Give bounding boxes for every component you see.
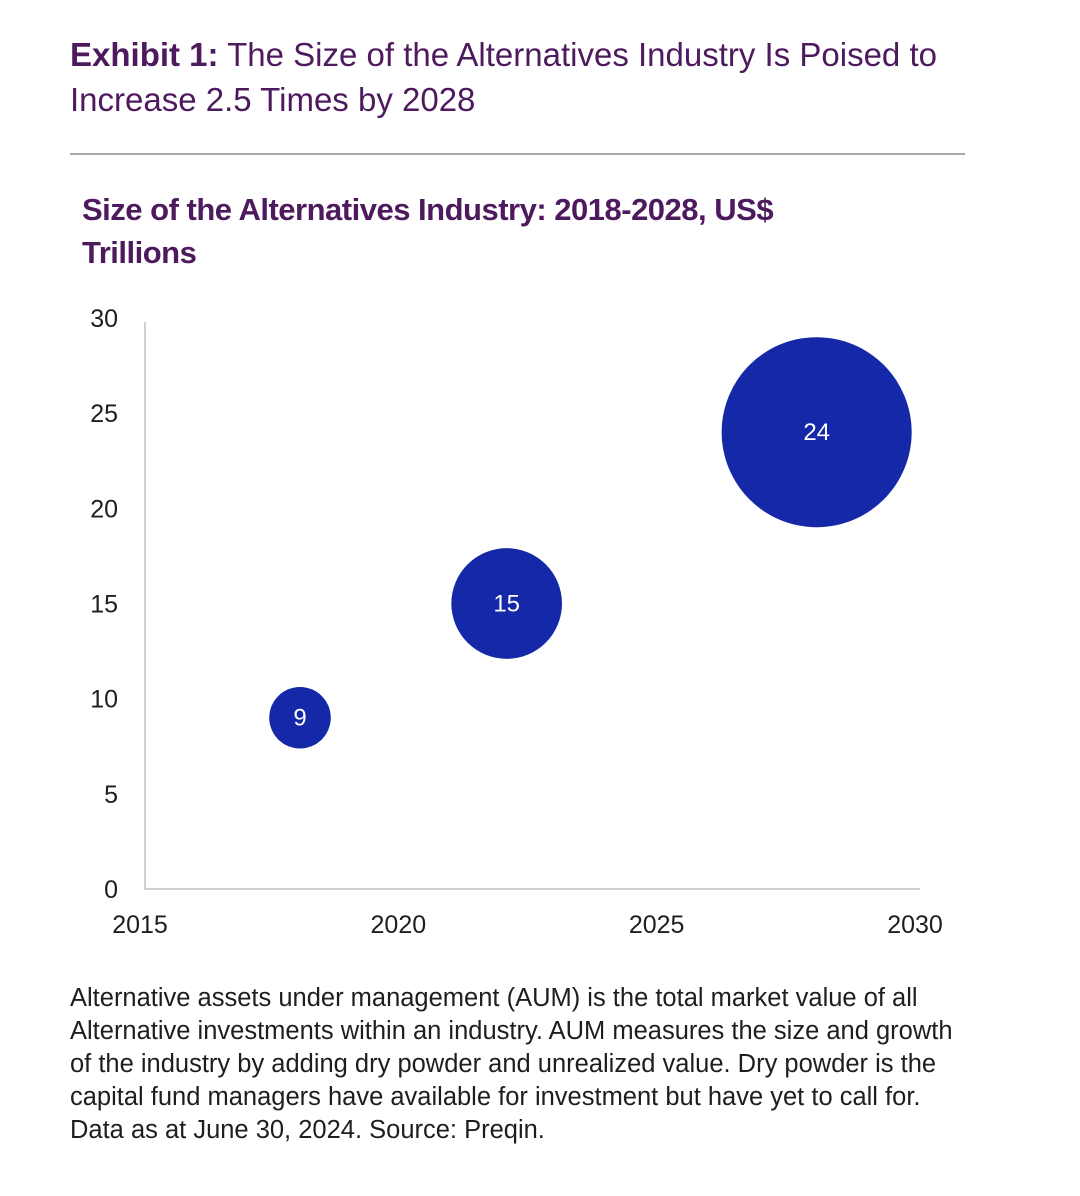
data-bubble: [451, 548, 562, 659]
x-tick-label: 2015: [112, 911, 168, 939]
chart-title: Size of the Alternatives Industry: 2018-…: [82, 192, 774, 270]
bubble-value-label: 9: [293, 705, 306, 732]
exhibit-title-text: The Size of the Alternatives Industry Is…: [70, 36, 937, 118]
y-tick-label: 10: [90, 686, 118, 714]
y-tick-label: 0: [104, 876, 118, 904]
y-tick-label: 5: [104, 781, 118, 809]
bubble-value-label: 15: [493, 591, 520, 618]
divider-rule: [70, 153, 965, 155]
exhibit-title: Exhibit 1: The Size of the Alternatives …: [70, 32, 990, 122]
bubble-value-label: 24: [803, 419, 830, 446]
exhibit-label: Exhibit 1:: [70, 36, 219, 73]
footnote: Alternative assets under management (AUM…: [70, 984, 953, 1144]
x-tick-label: 2030: [887, 911, 943, 939]
y-tick-label: 20: [90, 495, 118, 523]
y-tick-label: 25: [90, 400, 118, 428]
data-bubble: [721, 337, 912, 528]
x-tick-label: 2025: [629, 911, 685, 939]
x-tick-label: 2020: [371, 911, 427, 939]
data-bubble: [269, 686, 331, 749]
y-tick-label: 30: [90, 305, 118, 333]
y-tick-label: 15: [90, 591, 118, 619]
